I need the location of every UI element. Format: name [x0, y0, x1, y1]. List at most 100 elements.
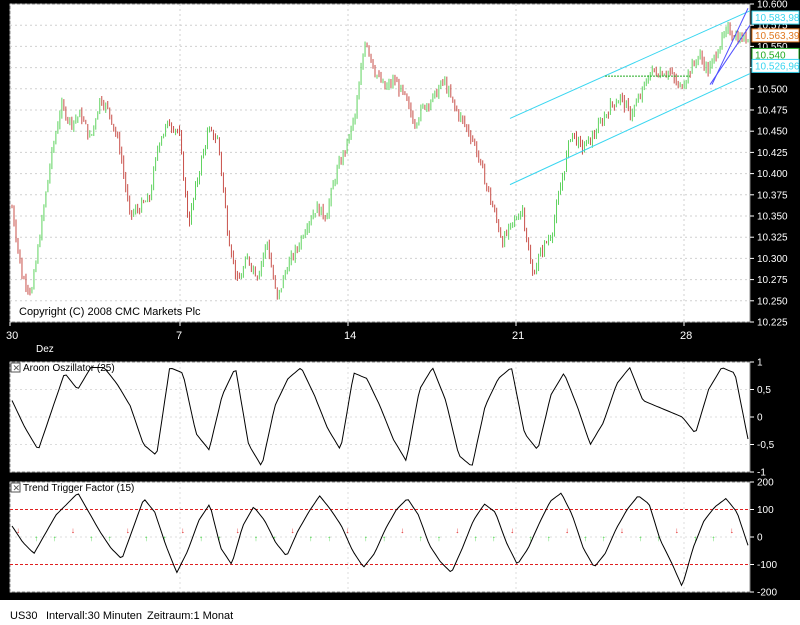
ttf-sell-arrow-icon: ↓ [126, 526, 130, 535]
ttf-buy-arrow-icon: ↑ [217, 534, 221, 543]
price-y-tick-label: 10.250 [757, 296, 788, 307]
channel-upper-line [509, 10, 751, 119]
status-bar: US30 Intervall:30 Minuten Zeitraum:1 Mon… [0, 600, 800, 625]
ttf-signal-arrows: ↓ ↑ ↑ ↓ ↑ ↑ ↓ ↑ ↑ ↓ ↑ ↑ ↓ ↑ ↑ ↓ ↑ ↑ ↓ ↑ ↑ ↓ ↑ ↑ ↓ ↑ ↑ ↓ ↑ ↑ ↓ ↑ ↑ ↓ ↑ ↑ ↓ ↑ ↑ ↓ [16, 526, 734, 543]
ttf-buy-arrow-icon: ↑ [34, 534, 38, 543]
price-y-tick-label: 10.500 [757, 84, 788, 95]
aroon-close-icon[interactable]: ✕ [13, 363, 21, 373]
price-y-tick-label: 10.325 [757, 233, 788, 244]
panel-y-tick-label: -100 [757, 560, 777, 571]
ttf-title: Trend Trigger Factor (15) [23, 483, 134, 494]
x-month-label: Dez [36, 344, 54, 355]
channel-inner-line [711, 8, 749, 85]
price-x-tick-label: 28 [680, 330, 692, 342]
ttf-sell-arrow-icon: ↓ [400, 526, 404, 535]
ttf-close-icon[interactable]: ✕ [13, 483, 21, 493]
panel-y-tick-label: -200 [757, 588, 777, 599]
ttf-buy-arrow-icon: ↑ [327, 534, 331, 543]
aroon-y-axis: 1 0,5 0 -0,5 -1 [750, 358, 775, 479]
price-label-text: 10.540 [755, 50, 786, 61]
ttf-close-box[interactable] [10, 482, 21, 493]
price-grid [9, 3, 750, 323]
aroon-title: Aroon Oszillator (25) [23, 363, 115, 374]
price-label-box [751, 28, 800, 43]
price-label-box [751, 10, 800, 25]
price-x-tick-label: 14 [344, 330, 356, 342]
ttf-buy-arrow-icon: ↑ [419, 534, 423, 543]
panel-y-tick-label: 100 [757, 505, 774, 516]
panel-y-tick-label: -1 [757, 468, 766, 479]
panel-y-tick-label: 1 [757, 358, 763, 369]
panel-y-tick-label: -0,5 [757, 440, 775, 451]
price-y-tick-label: 10.475 [757, 106, 788, 117]
panel-y-tick-label: 0,5 [757, 385, 771, 396]
ttf-buy-arrow-icon: ↑ [364, 534, 368, 543]
chart-stage: Copyright (C) 2008 CMC Markets Plc 10.60… [6, 0, 800, 599]
ttf-y-axis: 200 100 0 -100 -200 [750, 478, 777, 599]
status-interval: Intervall:30 Minuten [46, 610, 142, 622]
ttf-buy-arrow-icon: ↑ [199, 534, 203, 543]
ttf-buy-arrow-icon: ↑ [602, 534, 606, 543]
price-label-box [751, 58, 800, 73]
ttf-sell-arrow-icon: ↓ [181, 526, 185, 535]
price-y-tick-label: 10.375 [757, 190, 788, 201]
status-range: Zeitraum:1 Monat [147, 610, 234, 622]
ttf-buy-arrow-icon: ↑ [492, 534, 496, 543]
ttf-buy-arrow-icon: ↑ [89, 534, 93, 543]
ttf-buy-arrow-icon: ↑ [382, 534, 386, 543]
ttf-sell-arrow-icon: ↓ [455, 526, 459, 535]
ttf-line [11, 492, 749, 587]
ttf-buy-arrow-icon: ↑ [474, 534, 478, 543]
ttf-buy-arrow-icon: ↑ [144, 534, 148, 543]
ttf-sell-arrow-icon: ↓ [730, 526, 734, 535]
ttf-buy-arrow-icon: ↑ [711, 534, 715, 543]
ttf-buy-arrow-icon: ↑ [528, 534, 532, 543]
ttf-sell-arrow-icon: ↓ [565, 526, 569, 535]
ttf-buy-arrow-icon: ↑ [53, 534, 57, 543]
price-label-text: 10.583,98 [755, 13, 800, 24]
panel-y-tick-label: 200 [757, 478, 774, 489]
price-label-text: 10.526,96 [755, 61, 800, 72]
ttf-sell-arrow-icon: ↓ [71, 526, 75, 535]
price-y-tick-label: 10.225 [757, 318, 788, 329]
panel-y-tick-label: 0 [757, 533, 763, 544]
price-label-text: 10.563,39 [755, 31, 800, 42]
ttf-buy-arrow-icon: ↑ [583, 534, 587, 543]
price-x-axis: 30 7 14 21 28 [6, 322, 692, 342]
aroon-line [11, 366, 749, 466]
ttf-buy-arrow-icon: ↑ [693, 534, 697, 543]
ttf-buy-arrow-icon: ↑ [437, 534, 441, 543]
price-y-tick-label: 10.425 [757, 148, 788, 159]
price-y-tick-label: 10.400 [757, 169, 788, 180]
price-candles [11, 21, 749, 300]
ttf-buy-arrow-icon: ↑ [657, 534, 661, 543]
ttf-sell-arrow-icon: ↓ [620, 526, 624, 535]
price-channel [509, 8, 751, 186]
aroon-close-box[interactable] [10, 362, 21, 373]
ttf-sell-arrow-icon: ↓ [675, 526, 679, 535]
panel-y-tick-label: 0 [757, 413, 763, 424]
price-x-tick-label: 30 [6, 330, 18, 342]
price-panel[interactable] [9, 3, 751, 323]
aroon-grid [9, 361, 750, 473]
price-y-axis: 10.60010.57510.55010.52510.50010.47510.4… [750, 0, 788, 329]
price-y-tick-label: 10.300 [757, 254, 788, 265]
price-y-tick-label: 10.350 [757, 212, 788, 223]
price-x-tick-label: 21 [512, 330, 524, 342]
ttf-sell-arrow-icon: ↓ [16, 526, 20, 535]
ttf-buy-arrow-icon: ↑ [272, 534, 276, 543]
price-y-tick-label: 10.275 [757, 275, 788, 286]
ttf-buy-arrow-icon: ↑ [108, 534, 112, 543]
price-x-tick-label: 7 [176, 330, 182, 342]
ttf-sell-arrow-icon: ↓ [510, 526, 514, 535]
price-y-tick-label: 10.550 [757, 42, 788, 53]
price-y-tick-label: 10.600 [757, 0, 788, 11]
ttf-buy-arrow-icon: ↑ [547, 534, 551, 543]
ttf-buy-arrow-icon: ↑ [254, 534, 258, 543]
channel-lower-line [509, 73, 751, 186]
ttf-buy-arrow-icon: ↑ [638, 534, 642, 543]
price-y-tick-label: 10.575 [757, 21, 788, 32]
copyright-text: Copyright (C) 2008 CMC Markets Plc [19, 306, 201, 318]
ttf-sell-arrow-icon: ↓ [345, 526, 349, 535]
